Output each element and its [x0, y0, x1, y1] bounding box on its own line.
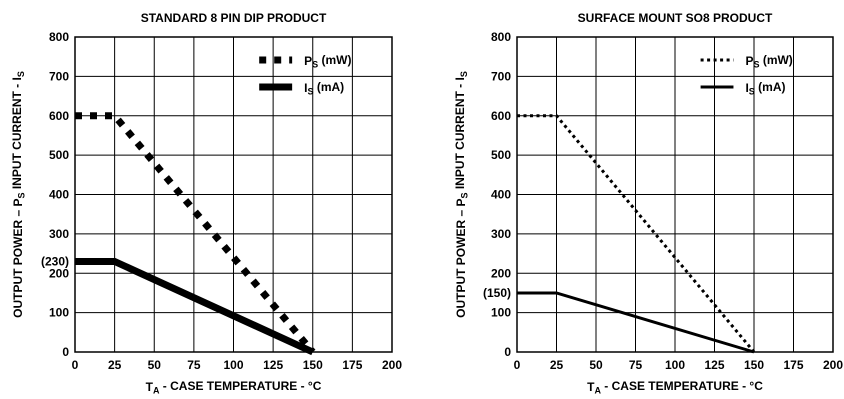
y-axis-label: OUTPUT POWER – PS INPUT CURRENT - IS [453, 71, 470, 318]
x-tick-label: 25 [108, 358, 122, 372]
x-tick-label: 75 [629, 358, 643, 372]
y-axis-label-part: S [459, 71, 469, 77]
value-annotation: (230) [41, 254, 69, 268]
y-tick-label: 0 [504, 345, 511, 359]
x-tick-label: 50 [589, 358, 603, 372]
legend-label-part: S [753, 60, 759, 70]
y-tick-label: 0 [62, 345, 69, 359]
legend-label-part: S [307, 87, 313, 97]
y-tick-label: 300 [491, 227, 511, 241]
y-axis-label-part: INPUT CURRENT - I [453, 77, 467, 192]
y-axis-label-part: OUTPUT POWER – P [454, 199, 468, 318]
y-tick-label: 100 [491, 306, 511, 320]
y-tick-label: 700 [491, 69, 511, 83]
legend-label-part: S [749, 87, 755, 97]
series-line-ps [75, 112, 316, 355]
legend-label-part: P [745, 54, 753, 68]
x-tick-label: 100 [223, 358, 243, 372]
y-tick-label: 400 [49, 188, 69, 202]
y-axis-label-part: S [17, 193, 27, 199]
x-axis-label-part: - CASE TEMPERATURE - °C [159, 379, 321, 393]
x-tick-label: 125 [704, 358, 724, 372]
x-tick-label: 200 [823, 358, 843, 372]
legend-label: PS (mW) [304, 53, 351, 70]
legend-label: PS (mW) [745, 53, 792, 70]
y-axis-label-part: S [460, 193, 470, 199]
y-tick-label: 600 [49, 109, 69, 123]
y-tick-label: 600 [491, 109, 511, 123]
x-tick-label: 200 [382, 358, 402, 372]
y-axis-label-part: OUTPUT POWER – P [11, 199, 25, 318]
x-axis-label-part: A [594, 386, 601, 396]
x-tick-label: 75 [187, 358, 201, 372]
legend-label-part: (mA) [314, 80, 345, 94]
legend-label: IS (mA) [745, 80, 785, 97]
legend-label-part: (mA) [755, 80, 786, 94]
y-tick-label: 100 [49, 306, 69, 320]
legend-label-part: (mW) [759, 53, 792, 67]
x-tick-label: 100 [665, 358, 685, 372]
y-tick-label: 500 [491, 148, 511, 162]
y-tick-label: 400 [491, 188, 511, 202]
plot-frame [74, 36, 393, 353]
chart-panel-2: SURFACE MOUNT SO8 PRODUCT 0 25 50 75 100 125 15… [453, 11, 843, 396]
x-axis-label-part: T [587, 380, 595, 394]
x-tick-label: 175 [783, 358, 803, 372]
y-tick-label: 200 [49, 266, 69, 280]
y-tick-label: 700 [49, 69, 69, 83]
x-tick-label: 150 [303, 358, 323, 372]
y-tick-label: 800 [49, 30, 69, 44]
x-axis-label: TA - CASE TEMPERATURE - °C [587, 379, 763, 396]
x-tick-label: 50 [148, 358, 162, 372]
x-axis-label-part: A [153, 386, 160, 396]
x-tick-label: 125 [263, 358, 283, 372]
chart-title: SURFACE MOUNT SO8 PRODUCT [578, 11, 773, 25]
plot-frame [516, 36, 834, 353]
y-axis-label: OUTPUT POWER – PS INPUT CURRENT - IS [10, 71, 27, 318]
x-axis-label-part: - CASE TEMPERATURE - °C [601, 379, 763, 393]
legend-label-part: I [745, 81, 748, 95]
y-axis-label-part: INPUT CURRENT - I [10, 77, 24, 192]
y-tick-label: 200 [491, 266, 511, 280]
x-tick-label: 25 [550, 358, 564, 372]
legend-label-part: P [304, 54, 312, 68]
x-axis-label: TA - CASE TEMPERATURE - °C [146, 379, 322, 396]
x-tick-label: 0 [514, 358, 521, 372]
chart-panel-1: STANDARD 8 PIN DIP PRODUCT 0 25 50 75 100 125 1… [10, 11, 402, 396]
x-tick-label: 0 [72, 358, 79, 372]
y-tick-label: 500 [49, 148, 69, 162]
y-axis-label-part: S [16, 71, 26, 77]
x-tick-label: 175 [342, 358, 362, 372]
chart-title: STANDARD 8 PIN DIP PRODUCT [141, 11, 327, 25]
legend-label-part: (mW) [318, 53, 351, 67]
x-axis-label-part: T [146, 380, 154, 394]
x-tick-label: 150 [744, 358, 764, 372]
legend-label: IS (mA) [304, 80, 344, 97]
legend-label-part: S [312, 60, 318, 70]
y-tick-label: 800 [491, 30, 511, 44]
legend-label-part: I [304, 81, 307, 95]
value-annotation: (150) [483, 286, 511, 300]
y-tick-label: 300 [49, 227, 69, 241]
